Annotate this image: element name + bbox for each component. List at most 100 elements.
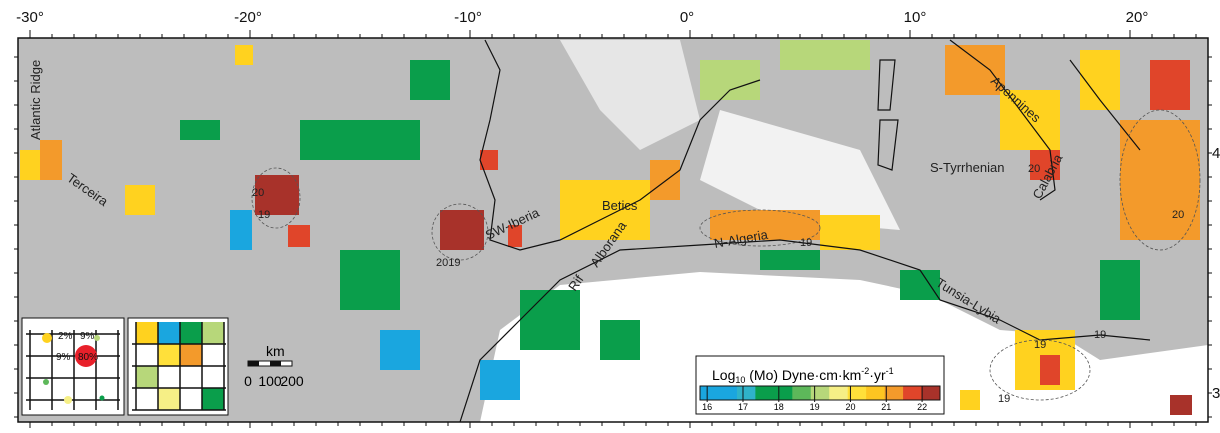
colorbar-segment <box>866 386 885 400</box>
inset-cell <box>158 388 180 410</box>
inset-cell <box>158 322 180 344</box>
scale-label: 200 <box>280 373 304 389</box>
cell <box>288 225 310 247</box>
scale-label: 100 <box>258 373 282 389</box>
title-part: -1 <box>886 366 894 376</box>
colorbar-segment <box>829 386 848 400</box>
inset-cell <box>136 322 158 344</box>
contour-label: 20 <box>1028 163 1040 175</box>
cell <box>440 210 484 250</box>
title-part: -2 <box>861 366 869 376</box>
colorbar-tick-label: 19 <box>810 402 820 412</box>
contour-label: 20 <box>1172 209 1184 221</box>
longitude-label: -30° <box>16 9 44 26</box>
region-label: Betics <box>602 198 638 213</box>
colorbar-segment <box>718 386 737 400</box>
cell <box>230 210 252 250</box>
latitude-label: 30° <box>1212 385 1220 402</box>
cell <box>410 60 450 100</box>
colorbar-segment <box>774 386 793 400</box>
region-label: Atlantic Ridge <box>28 60 43 140</box>
colorbar-tick-label: 21 <box>881 402 891 412</box>
longitude-label: 0° <box>680 9 694 26</box>
inset-dot <box>94 335 100 341</box>
contour-label: 19 <box>258 209 270 221</box>
inset-percent: 9% <box>56 352 71 363</box>
contour-label: 2019 <box>436 257 460 269</box>
cell <box>960 390 980 410</box>
inset-dot <box>100 396 105 401</box>
inset-percent: 80% <box>78 352 98 363</box>
inset-cell <box>158 344 180 366</box>
title-part: 10 <box>735 375 745 385</box>
cell <box>235 45 253 65</box>
cell <box>340 250 400 310</box>
page: {"map":{ "longitude_labels":["-30°","-20… <box>0 0 1220 433</box>
cell <box>1170 395 1192 415</box>
scale-unit: km <box>266 343 285 359</box>
cell <box>520 290 580 350</box>
colorbar-segment <box>792 386 811 400</box>
longitude-label: -20° <box>234 9 262 26</box>
longitude-label: 10° <box>904 9 927 26</box>
inset-cell <box>136 366 158 388</box>
longitude-label: 20° <box>1126 9 1149 26</box>
latitude-label: 40° <box>1212 145 1220 162</box>
cell <box>820 215 880 250</box>
cell <box>480 360 520 400</box>
cell <box>780 40 870 70</box>
colorbar-segment <box>903 386 922 400</box>
inset-dot <box>42 333 52 343</box>
colorbar-tick-label: 18 <box>774 402 784 412</box>
title-part: Log <box>712 367 735 383</box>
colorbar: Log10 (Mo) Dyne·cm·km-2·yr-1 16 17 18 19 20 2… <box>696 356 944 414</box>
inset-cells <box>128 318 228 415</box>
scale-bar-segment <box>248 361 259 366</box>
inset-percent: 9% <box>80 331 95 342</box>
colorbar-segment <box>755 386 774 400</box>
contour-label: 19 <box>998 393 1010 405</box>
cell <box>380 330 420 370</box>
cell <box>300 120 420 160</box>
colorbar-tick-label: 22 <box>917 402 927 412</box>
colorbar-segment <box>811 386 830 400</box>
cell <box>125 185 155 215</box>
inset-cell <box>180 322 202 344</box>
colorbar-tick-label: 20 <box>845 402 855 412</box>
cell <box>180 120 220 140</box>
cell <box>40 140 62 180</box>
inset-percent: 2% <box>58 331 73 342</box>
cell <box>650 160 680 200</box>
colorbar-tick-label: 16 <box>702 402 712 412</box>
contour-label: 19 <box>1094 329 1106 341</box>
longitude-label: -10° <box>454 9 482 26</box>
colorbar-segment <box>700 386 719 400</box>
cell <box>1150 60 1190 110</box>
inset-cell <box>202 388 224 410</box>
cell <box>1120 120 1200 240</box>
title-part: (Mo) Dyne·cm·km <box>745 367 861 383</box>
colorbar-box <box>696 356 944 414</box>
cell <box>760 250 820 270</box>
cell <box>1100 260 1140 320</box>
colorbar-segment <box>885 386 904 400</box>
cell <box>700 60 760 100</box>
map: -30° -20° -10° 0° 10° 20° 40° 30° Atlant… <box>0 0 1220 428</box>
scale-bar-segment <box>270 361 281 366</box>
cell <box>600 320 640 360</box>
inset-cell <box>202 322 224 344</box>
scale-label: 0 <box>244 373 252 389</box>
inset-points: 2% 9% 9% 80% <box>22 318 124 415</box>
inset-dot <box>43 379 49 385</box>
contour-label: 20 <box>252 187 264 199</box>
colorbar-tick-label: 17 <box>738 402 748 412</box>
cell <box>1040 355 1060 385</box>
cell <box>20 150 40 180</box>
inset-cell <box>180 344 202 366</box>
colorbar-segment <box>737 386 756 400</box>
title-part: ·yr <box>869 367 886 383</box>
region-label: S-Tyrrhenian <box>930 160 1004 175</box>
colorbar-segment <box>922 386 941 400</box>
contour-label: 19 <box>1034 339 1046 351</box>
inset-dot <box>64 396 72 404</box>
